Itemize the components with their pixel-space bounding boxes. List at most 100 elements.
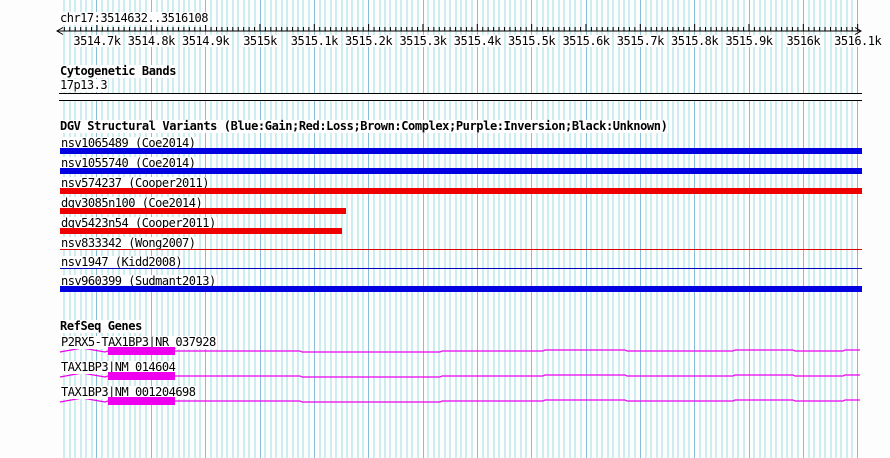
ruler-tick-label: 3515.1k <box>289 34 339 48</box>
gridline-minor <box>595 0 598 458</box>
variant-label-dgv5423n54[interactable]: dgv5423n54 (Cooper2011) <box>60 216 217 230</box>
variant-label-nsv960399[interactable]: nsv960399 (Sudmant2013) <box>60 274 217 288</box>
gridline-minor <box>731 0 734 458</box>
gridline-major <box>368 0 370 458</box>
gridline-minor <box>807 0 810 458</box>
ruler-tick-label: 3516.1k <box>833 34 883 48</box>
gridline-minor <box>633 0 636 458</box>
gridline-minor <box>726 0 729 458</box>
gridline-minor <box>699 0 702 458</box>
gridline-minor <box>411 0 414 458</box>
variant-label-dgv3085n100[interactable]: dgv3085n100 (Coe2014) <box>60 196 204 210</box>
variant-label-nsv1055740[interactable]: nsv1055740 (Coe2014) <box>60 156 197 170</box>
region-coordinates-label: chr17:3514632..3516108 <box>59 11 209 25</box>
variant-bar-dgv3085n100[interactable] <box>60 208 346 214</box>
gridline-minor <box>818 0 821 458</box>
ruler-tick-label: 3515.2k <box>344 34 394 48</box>
gridline-major <box>748 0 750 458</box>
ruler-tick-label: 3515.9k <box>724 34 774 48</box>
ruler-tick-label: 3514.7k <box>72 34 122 48</box>
variant-bar-nsv574237[interactable] <box>60 188 862 194</box>
gridline-minor <box>829 0 832 458</box>
gridline-minor <box>720 0 723 458</box>
gridline-minor <box>742 0 745 458</box>
gridline-minor <box>405 0 408 458</box>
gene-label[interactable]: P2RX5-TAX1BP3|NR_037928 <box>60 335 217 349</box>
cytogenetic-bands-section-title: Cytogenetic Bands <box>59 64 178 78</box>
gridline-minor <box>492 0 495 458</box>
gene-exon-box[interactable] <box>108 372 175 380</box>
gridline-minor <box>432 0 435 458</box>
gridline-minor <box>546 0 549 458</box>
ruler-tick-label: 3514.9k <box>181 34 231 48</box>
gridline-minor <box>775 0 778 458</box>
gridline-minor <box>824 0 827 458</box>
gridline-minor <box>655 0 658 458</box>
gridline-minor <box>813 0 816 458</box>
variant-bar-nsv833342[interactable] <box>60 249 862 250</box>
gridline-minor <box>525 0 528 458</box>
ruler-tick-label: 3515.6k <box>561 34 611 48</box>
dgv-section-title: DGV Structural Variants (Blue:Gain;Red:L… <box>59 119 669 133</box>
gridline-minor <box>563 0 566 458</box>
gridline-major <box>694 0 696 458</box>
gene-label[interactable]: TAX1BP3|NM_001204698 <box>60 385 197 399</box>
variant-label-nsv833342[interactable]: nsv833342 (Wong2007) <box>60 236 197 250</box>
gene-label[interactable]: TAX1BP3|NM_014604 <box>60 360 177 374</box>
gridline-minor <box>519 0 522 458</box>
gene-exon-box[interactable] <box>108 347 175 355</box>
gridline-minor <box>427 0 430 458</box>
variant-label-nsv574237[interactable]: nsv574237 (Cooper2011) <box>60 176 210 190</box>
gridline-minor <box>617 0 620 458</box>
gridline-minor <box>590 0 593 458</box>
gridline-major <box>585 0 587 458</box>
gridline-minor <box>481 0 484 458</box>
gridline-minor <box>601 0 604 458</box>
gridline-minor <box>454 0 457 458</box>
gridline-minor <box>541 0 544 458</box>
ruler-tick-label: 3515.5k <box>507 34 557 48</box>
variant-bar-nsv1947[interactable] <box>60 268 862 269</box>
gridline-minor <box>644 0 647 458</box>
gridline-major <box>857 0 859 458</box>
cytoband-glyph[interactable] <box>59 93 862 101</box>
gridline-minor <box>796 0 799 458</box>
gridline-minor <box>508 0 511 458</box>
variant-bar-nsv1065489[interactable] <box>60 148 862 154</box>
gridline-minor <box>416 0 419 458</box>
gridline-minor <box>579 0 582 458</box>
gridline-minor <box>449 0 452 458</box>
gridline-minor <box>758 0 761 458</box>
gridline-minor <box>661 0 663 458</box>
gridline-minor <box>840 0 843 458</box>
variant-bar-nsv1055740[interactable] <box>60 168 862 174</box>
gridline-minor <box>345 0 348 458</box>
gridline-minor <box>791 0 794 458</box>
gridline-minor <box>443 0 446 458</box>
gridline-minor <box>709 0 712 458</box>
gridline-major <box>639 0 641 458</box>
gridline-major <box>422 0 424 458</box>
gridline-minor <box>568 0 571 458</box>
gridline-minor <box>688 0 691 458</box>
gridline-minor <box>845 0 848 458</box>
variant-bar-dgv5423n54[interactable] <box>60 228 342 234</box>
gridline-minor <box>557 0 560 458</box>
cytoband-label: 17p13.3 <box>59 78 109 92</box>
variant-bar-nsv960399[interactable] <box>60 286 862 292</box>
gridline-minor <box>786 0 788 458</box>
ruler-tick-label: 3514.8k <box>126 34 176 48</box>
gene-exon-box[interactable] <box>108 397 175 405</box>
gridline-minor <box>769 0 772 458</box>
gridline-minor <box>704 0 707 458</box>
variant-label-nsv1947[interactable]: nsv1947 (Kidd2008) <box>60 255 184 269</box>
gridline-minor <box>514 0 517 458</box>
ruler-tick-label: 3515.4k <box>452 34 502 48</box>
gridline-minor <box>400 0 403 458</box>
gridline-minor <box>356 0 359 458</box>
gridline-minor <box>715 0 718 458</box>
gridline-minor <box>677 0 680 458</box>
variant-label-nsv1065489[interactable]: nsv1065489 (Coe2014) <box>60 136 197 150</box>
gridline-major <box>531 0 533 458</box>
